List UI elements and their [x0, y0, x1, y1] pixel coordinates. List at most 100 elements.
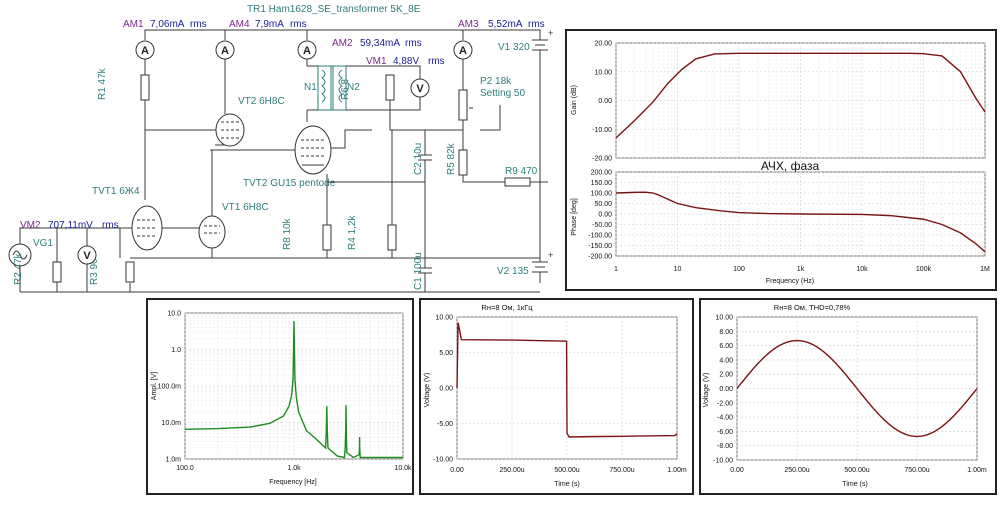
- y-tick-label: 2.00: [719, 372, 733, 379]
- vm1-unit: rms: [428, 56, 445, 67]
- c1-label: C1 100u: [413, 252, 424, 290]
- tvt1-wires: [119, 227, 199, 258]
- am1-value: 7,06mA: [150, 19, 185, 30]
- am4-unit: rms: [290, 19, 307, 30]
- y-tick-label: 10.00: [594, 69, 612, 76]
- am3-name: AM3: [458, 19, 479, 30]
- tick-labels: 100.0 1.0k 10.0k 10.0 1.0 100.0m 10.0m 1.0m: [158, 311, 412, 473]
- resistor-r4: [387, 224, 397, 251]
- y-tick-label: -200.00: [588, 254, 612, 261]
- n2-label: N2: [347, 82, 360, 93]
- am4-name: AM4: [229, 19, 250, 30]
- x-tick-label: 100.0: [176, 465, 194, 472]
- resistor-r9: [504, 177, 531, 187]
- x-tick-label: 500.00u: [554, 467, 579, 474]
- vm1-value: 4,88V: [393, 56, 419, 67]
- voltmeter-vm1: V VM1 4,88V rms: [366, 56, 445, 111]
- tick-labels: 0.00 250.00u 500.00u 750.00u 1.00m 10.00 8.00 6…: [713, 315, 987, 475]
- x-tick-label: 10.0k: [394, 465, 412, 472]
- r5-r9-wires: [462, 175, 548, 183]
- ground-rails: [20, 257, 540, 293]
- am3-value: 5,52mA: [488, 19, 523, 30]
- y-tick-label: -100.00: [588, 233, 612, 240]
- capacitor-c2: [418, 130, 432, 258]
- traces: [615, 52, 986, 253]
- ammeter-glyph: A: [141, 45, 149, 57]
- x-axis-label: Frequency [Hz]: [269, 479, 317, 486]
- r4-label: R4 1,2k: [347, 215, 358, 250]
- phase-axis-label: Phase [deg]: [571, 198, 578, 235]
- chart-title: Rн=8 Ом, THD=0,78%: [774, 303, 851, 312]
- y-tick-label: 200.00: [591, 170, 613, 177]
- top-rail-drops: [224, 30, 464, 40]
- x-tick-label: 1.00m: [967, 467, 987, 474]
- transformer-title: TR1 Ham1628_SE_transformer 5K_8E: [247, 4, 421, 15]
- x-axis-label: Frequency (Hz): [766, 278, 814, 285]
- chart-title: Rн=8 Ом, 1кГц: [481, 303, 533, 312]
- spectrum-chart: Frequency [Hz] Ampl. [V] 100.0 1.0k 10.0k 1…: [146, 298, 414, 495]
- y-tick-label: 10.0: [167, 311, 181, 318]
- tick-labels: 0.00 250.00u 500.00u 750.00u 1.00m 10.00 5.00 0…: [433, 315, 687, 475]
- battery-v1: +: [532, 28, 553, 182]
- ammeter-glyph: A: [221, 45, 229, 57]
- frequency-response-chart: АЧХ, фаза Frequency (Hz) Gain (dB) Phase…: [565, 29, 997, 291]
- am3-unit: rms: [528, 19, 545, 30]
- series-line: [456, 322, 678, 438]
- v2-label: V2 135: [497, 266, 529, 277]
- r1-label: R1 47k: [97, 67, 108, 100]
- y-tick-label: 100.00: [591, 191, 613, 198]
- x-tick-label: 1.0k: [287, 465, 301, 472]
- y-tick-label: 0.00: [598, 98, 612, 105]
- am1-unit: rms: [190, 19, 207, 30]
- y-axis-label: Voltage (V): [424, 373, 431, 408]
- x-axis-label: Time (s): [554, 481, 579, 488]
- y-tick-label: 4.00: [719, 357, 733, 364]
- output-transformer: N1 N2: [304, 65, 360, 111]
- c2-label: C2 10u: [413, 143, 424, 175]
- y-tick-label: 1.0: [171, 347, 181, 354]
- generator-vg1: [8, 227, 120, 292]
- series-line: [615, 52, 986, 139]
- gain-axis-label: Gain (dB): [571, 85, 578, 115]
- resistor-r6: [385, 74, 395, 101]
- vg1-label: VG1: [33, 238, 53, 249]
- y-tick-label: 1.0m: [165, 457, 181, 464]
- resistor-r3: [125, 261, 135, 283]
- square-wave-chart: Rн=8 Ом, 1кГц Time (s) Voltage (V) 0.00 2…: [419, 298, 694, 495]
- capacitor-c1: [418, 258, 432, 292]
- ammeter-am1: A AM1 7,06mA rms: [123, 19, 207, 60]
- n1-label: N1: [304, 82, 317, 93]
- vt1-label: VT1 6H8C: [222, 202, 269, 213]
- tick-labels: 20.00 10.00 0.00 -10.00 -20.00 1 10 100 1k 10k 100…: [588, 41, 990, 274]
- x-tick-label: 10: [674, 266, 682, 273]
- vm1-name: VM1: [366, 56, 387, 67]
- y-tick-label: -20.00: [592, 156, 612, 163]
- transformer-wires: [306, 59, 390, 122]
- v2-plus: +: [548, 250, 553, 260]
- x-tick-label: 100: [733, 266, 745, 273]
- y-tick-label: 10.00: [435, 315, 453, 322]
- p2-label: P2 18k: [480, 76, 512, 87]
- am2-name: AM2: [332, 38, 353, 49]
- tube-tvt2: [294, 125, 332, 175]
- x-axis-label: Time (s): [842, 481, 867, 488]
- y-tick-label: -10.00: [713, 458, 733, 465]
- series-line: [184, 321, 403, 459]
- y-tick-label: 0.00: [719, 386, 733, 393]
- traces: [736, 339, 978, 438]
- x-tick-label: 0.00: [450, 467, 464, 474]
- y-tick-label: 10.00: [715, 315, 733, 322]
- resistor-r8: [322, 224, 332, 251]
- v1-plus: +: [548, 28, 553, 38]
- vm2-value: 707,11mV: [48, 220, 93, 231]
- tube-vt2: [215, 59, 245, 147]
- ammeter-am3: A AM3 5,52mA rms: [453, 19, 545, 60]
- tube-tvt1: [131, 205, 163, 251]
- voltmeter-glyph: V: [416, 83, 424, 95]
- x-tick-label: 1.00m: [667, 467, 687, 474]
- series-line: [615, 191, 986, 253]
- am1-name: AM1: [123, 19, 144, 30]
- tube-vt1: [198, 150, 226, 258]
- y-axis-label: Ampl. [V]: [151, 372, 158, 400]
- x-tick-label: 750.00u: [609, 467, 634, 474]
